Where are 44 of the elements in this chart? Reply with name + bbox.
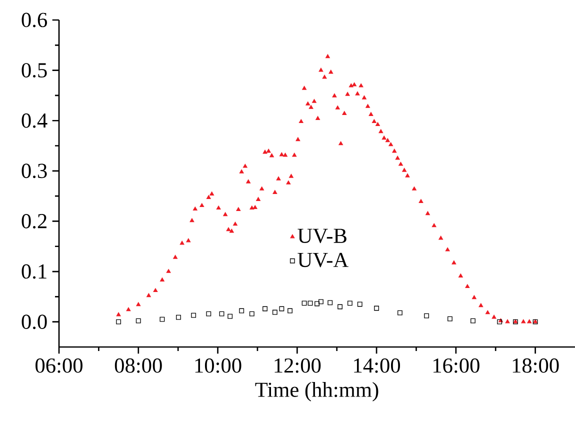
y-tick-label: 0.6 [22, 12, 47, 28]
point [424, 313, 430, 318]
y-tick-label: 0.2 [22, 214, 46, 228]
point [206, 311, 212, 316]
y-tick-label: 0.5 [22, 63, 47, 78]
y-tick-label: 0.4 [22, 113, 48, 128]
point [219, 311, 224, 316]
point [308, 300, 313, 306]
y-tick-label: 0.1 [22, 264, 46, 279]
legend-label: UV-A [298, 252, 348, 268]
x-tick-label: 16:00 [434, 358, 480, 373]
y-tick-label: 0.0 [22, 314, 47, 330]
x-axis-title: Time (hh:mm) [255, 382, 378, 402]
point [288, 308, 292, 314]
point [279, 306, 284, 312]
x-tick-label: 10:00 [195, 358, 242, 373]
point [239, 308, 244, 314]
point [470, 318, 476, 324]
point [191, 312, 196, 318]
point [338, 304, 342, 310]
legend-label: UV-B [298, 228, 346, 244]
x-tick-label: 06:00 [36, 358, 82, 373]
point [314, 301, 320, 306]
x-tick-label: 14:00 [354, 358, 400, 373]
point [318, 299, 324, 304]
point [249, 311, 254, 316]
point [116, 319, 122, 324]
point [228, 314, 233, 319]
point [262, 306, 268, 312]
point [357, 302, 362, 307]
y-tick-label: 0.3 [22, 164, 47, 178]
point [347, 300, 352, 306]
point [272, 310, 278, 315]
point [176, 314, 181, 320]
x-tick-label: 08:00 [114, 358, 162, 373]
point [302, 300, 307, 306]
point [397, 310, 402, 316]
point [160, 316, 165, 322]
point [328, 300, 333, 306]
point [448, 316, 452, 322]
x-tick-label: 12:00 [274, 358, 321, 373]
point [136, 318, 141, 324]
point [374, 306, 380, 311]
x-tick-label: 18:00 [512, 358, 559, 373]
